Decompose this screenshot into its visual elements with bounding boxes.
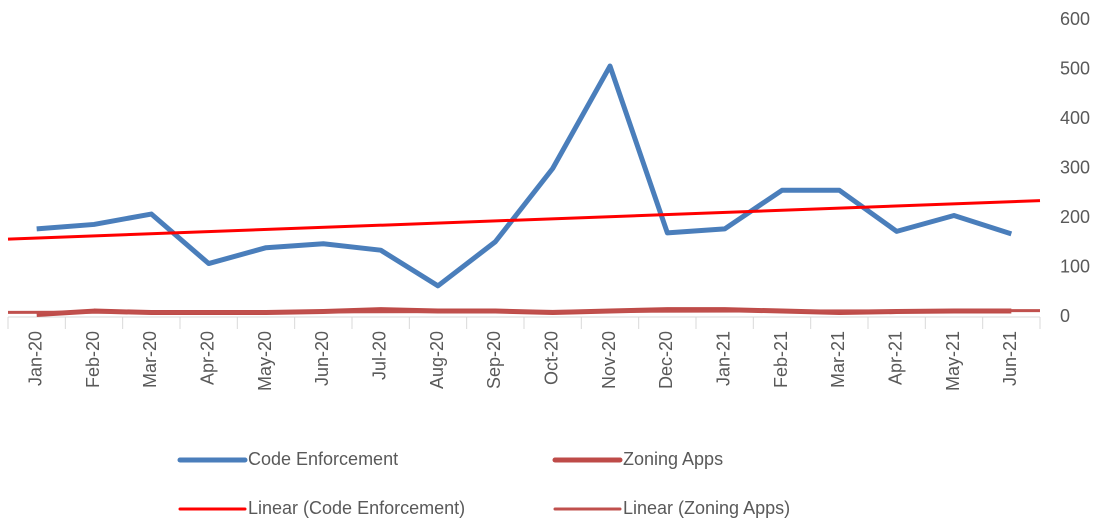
x-tick-label: Jul-20 <box>369 331 389 380</box>
y-tick-label: 600 <box>1060 9 1090 29</box>
x-tick-label: Jun-20 <box>312 331 332 386</box>
x-tick-label: Jan-20 <box>25 331 45 386</box>
legend-label: Linear (Zoning Apps) <box>623 498 790 518</box>
legend-label: Zoning Apps <box>623 449 723 469</box>
x-tick-label: Mar-21 <box>828 331 848 388</box>
x-tick-label: Feb-21 <box>771 331 791 388</box>
x-tick-label: May-21 <box>943 331 963 391</box>
y-tick-label: 500 <box>1060 58 1090 78</box>
x-tick-label: Apr-20 <box>197 331 217 385</box>
trend-line <box>7 199 1041 241</box>
x-tick-label: Sep-20 <box>484 331 504 389</box>
x-tick-label: Feb-20 <box>83 331 103 388</box>
x-tick-label: Jun-21 <box>1000 331 1020 386</box>
x-tick-label: Apr-21 <box>885 331 905 385</box>
trend-line <box>7 309 1041 314</box>
x-tick-label: Oct-20 <box>541 331 561 385</box>
x-tick-label: Dec-20 <box>656 331 676 389</box>
y-tick-label: 100 <box>1060 256 1090 276</box>
legend-label: Linear (Code Enforcement) <box>248 498 465 518</box>
x-tick-label: May-20 <box>255 331 275 391</box>
x-tick-label: Nov-20 <box>599 331 619 389</box>
y-tick-label: 300 <box>1060 157 1090 177</box>
y-tick-label: 400 <box>1060 108 1090 128</box>
x-tick-label: Aug-20 <box>427 331 447 389</box>
y-tick-label: 0 <box>1060 306 1070 326</box>
x-tick-label: Jan-21 <box>713 331 733 386</box>
legend-label: Code Enforcement <box>248 449 398 469</box>
y-tick-label: 200 <box>1060 207 1090 227</box>
x-tick-label: Mar-20 <box>140 331 160 388</box>
series-line <box>36 63 1013 289</box>
